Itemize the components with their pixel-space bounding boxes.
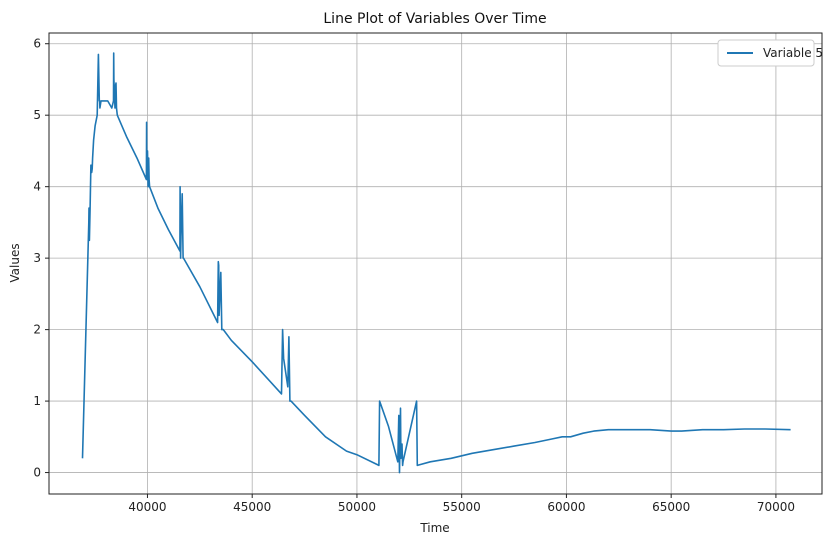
y-tick-label: 5 (33, 108, 41, 122)
x-tick-label: 60000 (547, 500, 585, 514)
chart-title: Line Plot of Variables Over Time (323, 11, 546, 27)
series-line-variable-5 (81, 52, 791, 474)
y-tick-label: 0 (33, 466, 41, 480)
x-tick-label: 70000 (757, 500, 795, 514)
y-axis: 0 1 2 3 4 5 6 (33, 37, 49, 480)
x-tick-label: 50000 (338, 500, 376, 514)
y-tick-label: 2 (33, 323, 41, 337)
x-tick-label: 65000 (652, 500, 690, 514)
y-axis-label: Values (8, 243, 22, 282)
y-tick-label: 4 (33, 180, 41, 194)
grid (49, 33, 822, 494)
legend-label: Variable 5 (763, 46, 823, 60)
series-layer (81, 52, 791, 474)
y-tick-label: 6 (33, 37, 41, 51)
plot-frame (48, 32, 823, 495)
legend: Variable 5 (717, 39, 823, 67)
x-tick-label: 45000 (233, 500, 271, 514)
x-axis: 40000 45000 50000 55000 60000 65000 70000 (128, 494, 795, 514)
y-tick-label: 3 (33, 251, 41, 265)
x-tick-label: 40000 (128, 500, 166, 514)
x-axis-label: Time (419, 521, 449, 535)
legend-box (717, 39, 815, 67)
x-tick-label: 55000 (443, 500, 481, 514)
y-tick-label: 1 (33, 394, 41, 408)
